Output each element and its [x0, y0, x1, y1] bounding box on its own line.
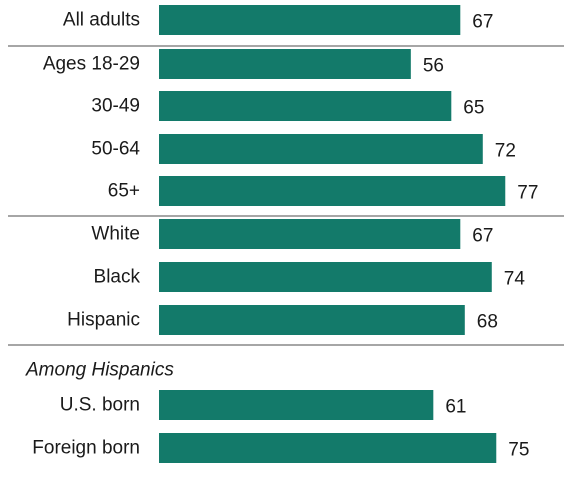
category-label: Black: [94, 267, 141, 288]
bar: [159, 91, 452, 121]
category-label: 65+: [108, 181, 140, 202]
bar: [159, 390, 434, 420]
bar: [159, 305, 465, 335]
category-label: Foreign born: [32, 438, 140, 459]
group-heading: Among Hispanics: [25, 360, 174, 381]
data-label: 67: [472, 12, 493, 33]
bar: [159, 176, 506, 206]
category-label: White: [91, 224, 140, 245]
data-label: 74: [504, 269, 526, 290]
bar: [159, 262, 492, 292]
data-label: 68: [477, 312, 498, 333]
data-label: 56: [423, 56, 444, 77]
data-label: 67: [472, 226, 493, 247]
data-label: 61: [445, 397, 466, 418]
data-label: 77: [517, 183, 538, 204]
category-label: 30-49: [91, 96, 140, 117]
category-label: Hispanic: [67, 310, 140, 331]
bar: [159, 219, 461, 249]
category-label: Ages 18-29: [43, 54, 140, 75]
data-label: 72: [495, 141, 516, 162]
category-label: All adults: [63, 10, 140, 31]
bar: [159, 5, 461, 35]
bar: [159, 433, 497, 463]
bar: [159, 49, 411, 79]
bar: [159, 134, 483, 164]
data-label: 65: [463, 98, 484, 119]
category-label: U.S. born: [60, 395, 140, 416]
data-label: 75: [508, 440, 529, 461]
category-label: 50-64: [91, 139, 140, 160]
